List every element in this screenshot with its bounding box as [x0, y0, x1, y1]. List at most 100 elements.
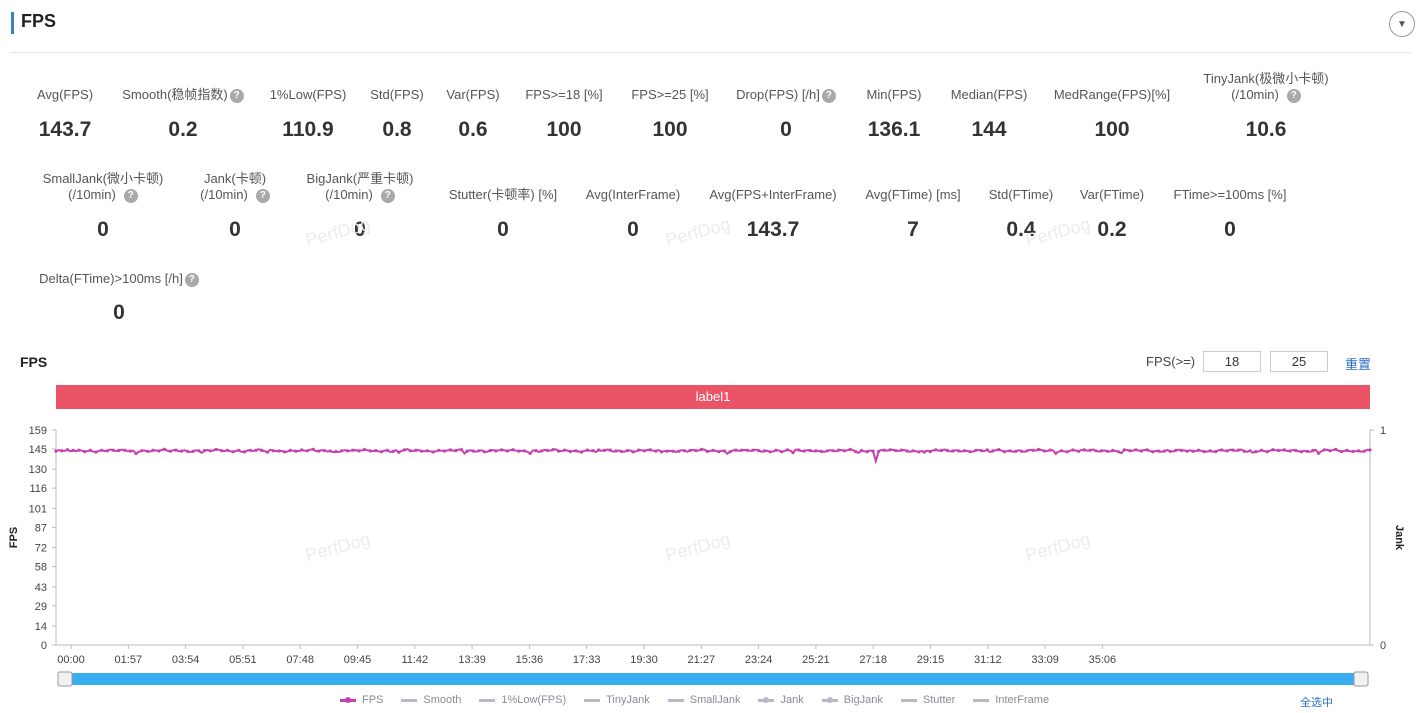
fps-point [1322, 448, 1326, 452]
fps-point [682, 449, 687, 453]
fps-point [88, 448, 92, 452]
fps-point [477, 449, 481, 453]
fps-point [105, 449, 109, 453]
collapse-toggle-button[interactable]: ▼ [1389, 11, 1415, 37]
legend-label: 1%Low(FPS) [501, 694, 567, 706]
metric-label: Avg(FPS) [0, 87, 175, 103]
y-tick-label: 43 [35, 582, 47, 594]
fps-point [431, 450, 435, 454]
legend-item-interframe[interactable]: InterFrame [973, 694, 1049, 706]
fps-point [1368, 448, 1372, 452]
fps-point [214, 447, 218, 452]
range-handle-left[interactable] [57, 671, 73, 687]
help-icon[interactable]: ? [821, 88, 836, 103]
y-tick-label: 159 [29, 425, 47, 437]
fps-point [882, 448, 887, 452]
help-icon[interactable]: ? [229, 88, 244, 103]
fps-point [1288, 449, 1292, 453]
x-tick-label: 09:45 [344, 654, 372, 666]
fps-point [1282, 448, 1286, 452]
fps-point [1082, 448, 1086, 452]
range-slider-track [64, 673, 1362, 685]
fps-point [522, 449, 527, 453]
x-tick-label: 00:00 [57, 654, 85, 666]
metric-row1-5: FPS>=18 [%] 100 [454, 87, 674, 147]
fps-point [757, 449, 761, 453]
fps-point [1214, 450, 1218, 454]
fps-point [448, 448, 452, 452]
legend-item-jank[interactable]: Jank [758, 694, 804, 706]
fps-point [1117, 450, 1121, 454]
fps-point [1145, 448, 1149, 452]
help-icon[interactable]: ? [1286, 88, 1301, 103]
metric-row2-2: BigJank(严重卡顿) (/10min)? 0 [250, 171, 470, 241]
reset-link[interactable]: 重置 [1345, 357, 1372, 372]
legend-item-smalljank[interactable]: SmallJank [667, 694, 740, 706]
fps-threshold-input-1[interactable] [1203, 351, 1261, 372]
range-handle-right[interactable] [1353, 671, 1369, 687]
fps-point [819, 449, 824, 454]
fps-point [625, 449, 629, 453]
panel-title: FPS [21, 11, 57, 31]
fps-point [528, 451, 532, 455]
metric-label: Smooth(稳帧指数)? [73, 87, 293, 103]
fps-point [791, 451, 795, 455]
fps-point [242, 450, 247, 454]
fps-point [1334, 447, 1338, 451]
fps-point [957, 449, 961, 453]
legend-item-tinyjank[interactable]: TinyJank [584, 694, 650, 706]
fps-point [1305, 449, 1309, 453]
fps-point [340, 449, 344, 453]
metric-value: 10.6 [1245, 118, 1287, 141]
fps-point [580, 450, 584, 454]
fps-point [374, 449, 378, 453]
metric-label-text: Var(FTime) [1079, 187, 1145, 202]
fps-point [991, 449, 995, 453]
legend-swatch-icon [667, 698, 684, 702]
legend-label: FPS [362, 694, 384, 706]
fps-point [894, 449, 898, 453]
metric-value: 136.1 [867, 118, 921, 141]
help-icon[interactable]: ? [380, 188, 395, 203]
fps-point [225, 448, 229, 452]
metric-value: 0 [229, 218, 241, 241]
fps-threshold-input-2[interactable] [1270, 351, 1328, 372]
fps-point [83, 450, 87, 454]
fps-point [345, 449, 349, 453]
fps-point [751, 448, 755, 452]
fps-point [442, 449, 447, 453]
help-icon[interactable]: ? [184, 272, 199, 287]
help-icon[interactable]: ? [123, 188, 138, 203]
label-band[interactable]: label1 [56, 385, 1370, 409]
fps-point [1002, 450, 1007, 454]
legend-label: InterFrame [995, 694, 1050, 706]
fps-point [414, 448, 418, 452]
metric-value: 110.9 [282, 118, 334, 141]
fps-point [265, 450, 269, 454]
fps-point [1174, 448, 1178, 452]
legend-label: BigJank [843, 694, 883, 706]
fps-point [671, 449, 675, 453]
x-tick-label: 23:24 [745, 654, 773, 666]
fps-point [608, 448, 612, 452]
fps-point [1019, 449, 1024, 453]
y-tick-label: 0 [41, 640, 47, 652]
metric-label: FTime>=100ms [%] [1120, 187, 1340, 203]
legend-item-1-low-fps-[interactable]: 1%Low(FPS) [479, 694, 566, 706]
fps-point [802, 449, 807, 453]
legend-item-smooth[interactable]: Smooth [401, 694, 461, 706]
legend-item-bigjank[interactable]: BigJank [821, 694, 883, 706]
fps-point [934, 448, 938, 452]
help-icon[interactable]: ? [255, 188, 270, 203]
fps-point [145, 449, 149, 453]
select-all-link[interactable]: 全选中 [1300, 697, 1333, 709]
fps-point [54, 449, 58, 453]
legend-item-stutter[interactable]: Stutter [900, 694, 955, 706]
fps-point [454, 449, 458, 453]
metric-value: 100 [652, 118, 688, 141]
fps-point [402, 448, 407, 452]
fps-point [362, 447, 367, 452]
metric-label: SmallJank(微小卡顿) [0, 171, 213, 187]
legend-item-fps[interactable]: FPS [340, 694, 383, 706]
y-tick-label: 29 [35, 601, 47, 613]
